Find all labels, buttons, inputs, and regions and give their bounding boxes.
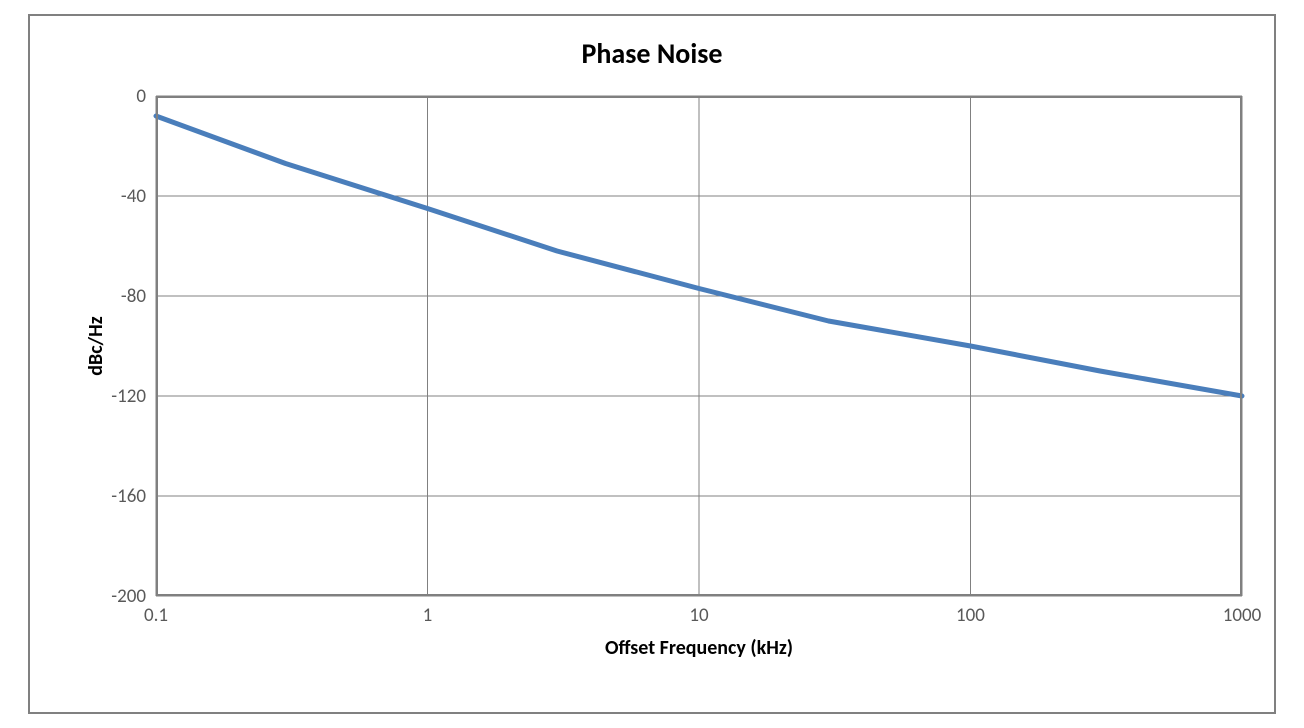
y-tick-label: -80 (66, 285, 146, 308)
y-tick-label: -40 (66, 185, 146, 208)
x-tick-label: 1 (388, 604, 468, 627)
x-axis-label: Offset Frequency (kHz) (156, 636, 1242, 660)
x-tick-label: 0.1 (116, 604, 196, 627)
y-tick-label: -160 (66, 485, 146, 508)
chart-title: Phase Noise (28, 36, 1276, 71)
y-tick-label: 0 (66, 85, 146, 108)
x-tick-label: 10 (659, 604, 739, 627)
x-tick-label: 1000 (1202, 604, 1282, 627)
y-tick-label: -120 (66, 385, 146, 408)
plot-svg (156, 96, 1242, 596)
plot-area (156, 96, 1242, 596)
x-tick-label: 100 (931, 604, 1011, 627)
